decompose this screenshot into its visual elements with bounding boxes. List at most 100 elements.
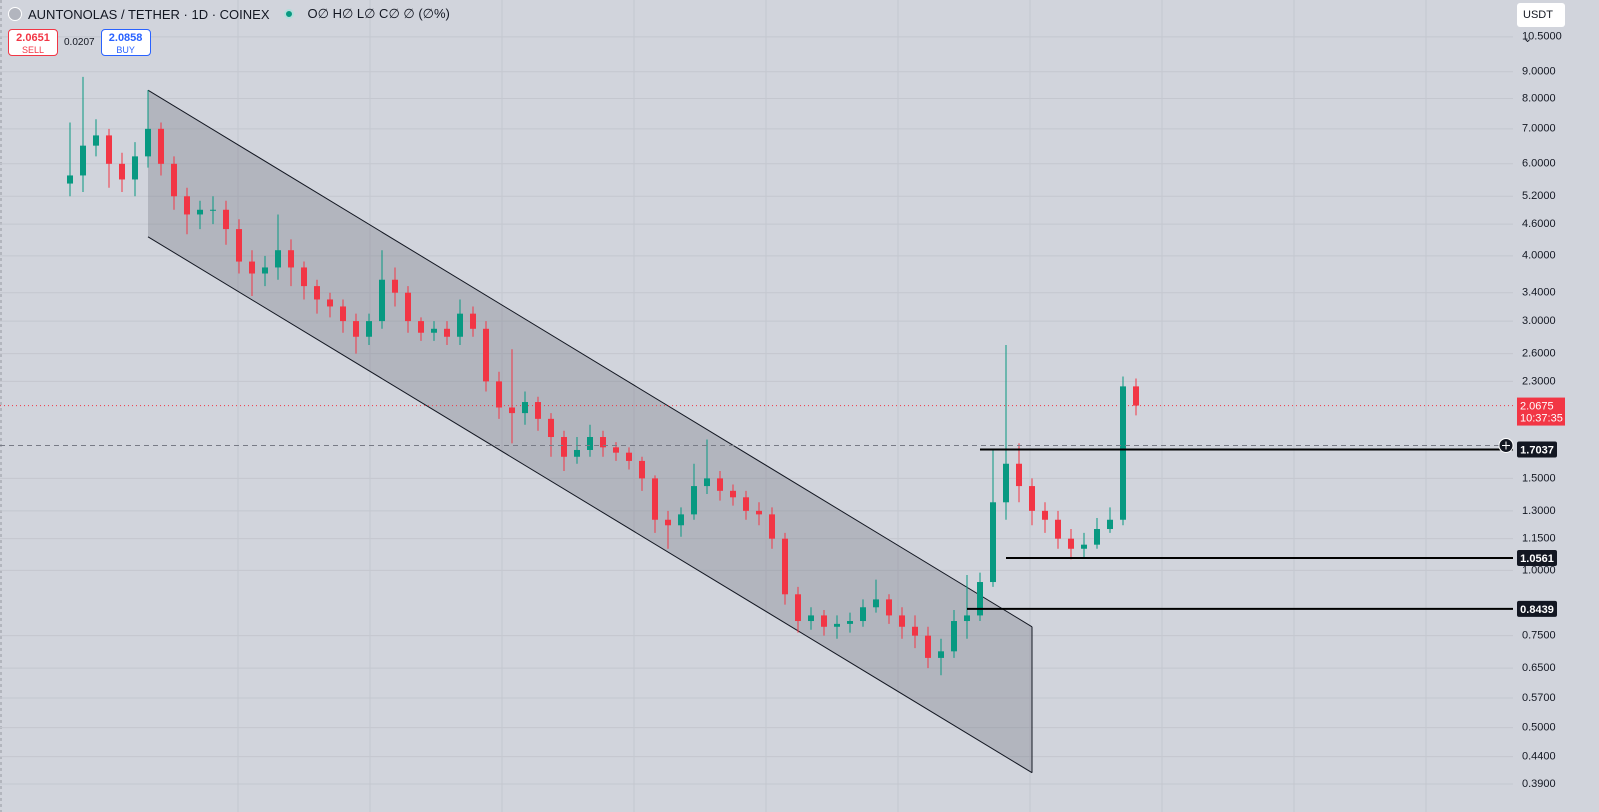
candle-body xyxy=(665,519,671,526)
candle-body xyxy=(197,209,203,215)
channel-lower xyxy=(147,236,1033,774)
price-label-box xyxy=(1517,441,1557,458)
currency-select[interactable]: USDT ⌄ xyxy=(1517,3,1565,45)
y-tick-label: 1.5000 xyxy=(1522,472,1556,484)
candle-body xyxy=(158,128,164,164)
y-tick-label: 4.0000 xyxy=(1522,250,1556,262)
candle-body xyxy=(262,267,268,274)
buy-label: BUY xyxy=(116,45,135,55)
countdown-label: 10:37:35 xyxy=(1520,412,1563,424)
header: AUNTONOLAS / TETHER · 1D · COINEX O∅ H∅ … xyxy=(8,6,450,22)
price-label: 1.0561 xyxy=(1520,553,1554,565)
y-tick-label: 1.1500 xyxy=(1522,533,1556,545)
symbol-icon xyxy=(8,7,22,21)
y-tick-label: 6.0000 xyxy=(1522,158,1556,170)
candle-body xyxy=(860,607,866,622)
candle-body xyxy=(886,599,892,616)
candle-body xyxy=(522,402,528,414)
channel-upper xyxy=(147,89,1033,628)
candle-body xyxy=(496,381,502,408)
y-tick-label: 5.2000 xyxy=(1522,190,1556,202)
candle-body xyxy=(1042,510,1048,520)
candle-body xyxy=(340,306,346,322)
candle-body xyxy=(483,328,489,382)
y-tick-label: 1.3000 xyxy=(1522,505,1556,517)
spread: 0.0207 xyxy=(64,37,95,48)
candle-body xyxy=(600,437,606,448)
y-tick-label: 0.6500 xyxy=(1522,662,1556,674)
price-label: 1.7037 xyxy=(1520,444,1554,456)
candle-body xyxy=(821,615,827,627)
buy-button[interactable]: 2.0858 BUY xyxy=(100,29,151,56)
candle-body xyxy=(912,626,918,636)
candle-body xyxy=(509,407,515,414)
candle-body xyxy=(613,447,619,453)
candle-body xyxy=(756,510,762,515)
candle-body xyxy=(314,286,320,300)
sell-price: 2.0651 xyxy=(16,32,50,44)
candle-body xyxy=(743,497,749,511)
y-tick-label: 2.3000 xyxy=(1522,375,1556,387)
candle-body xyxy=(548,418,554,438)
candle-body xyxy=(1003,463,1009,503)
candle-body xyxy=(938,651,944,658)
y-tick-label: 0.3900 xyxy=(1522,778,1556,790)
symbol-title[interactable]: AUNTONOLAS / TETHER · 1D · COINEX xyxy=(28,6,270,22)
last-price-label: 2.0675 xyxy=(1520,400,1554,412)
y-tick-label: 0.5700 xyxy=(1522,692,1556,704)
candle-body xyxy=(353,321,359,337)
candle-body xyxy=(145,128,151,157)
candle-body xyxy=(366,321,372,337)
candle-body xyxy=(899,615,905,627)
candle-body xyxy=(769,514,775,539)
y-tick-label: 2.6000 xyxy=(1522,347,1556,359)
y-tick-label: 3.4000 xyxy=(1522,287,1556,299)
candle-body xyxy=(392,279,398,293)
y-tick-label: 10.5000 xyxy=(1522,31,1562,43)
candle-body xyxy=(379,279,385,322)
sell-button[interactable]: 2.0651 SELL xyxy=(8,29,58,56)
candle-body xyxy=(418,321,424,333)
candle-body xyxy=(405,292,411,322)
candle-body xyxy=(249,261,255,274)
candle-body xyxy=(535,402,541,419)
y-tick-label: 1.0000 xyxy=(1522,564,1556,576)
candle-body xyxy=(782,538,788,595)
candle-body xyxy=(652,478,658,520)
y-tick-label: 7.0000 xyxy=(1522,123,1556,135)
candle-body xyxy=(301,267,307,287)
candle-body xyxy=(847,621,853,624)
candle-body xyxy=(327,299,333,307)
candle-body xyxy=(132,156,138,180)
candle-body xyxy=(470,313,476,329)
candle-body xyxy=(678,514,684,526)
candle-body xyxy=(1120,386,1126,520)
y-tick-label: 3.0000 xyxy=(1522,315,1556,327)
candle-body xyxy=(275,250,281,268)
candle-body xyxy=(795,594,801,622)
candle-body xyxy=(639,460,645,479)
candle-body xyxy=(223,209,229,230)
candle-body xyxy=(964,615,970,622)
candle-body xyxy=(119,163,125,180)
candle-body xyxy=(1029,486,1035,511)
candle-body xyxy=(67,175,73,184)
candle-body xyxy=(1133,386,1139,406)
candle-body xyxy=(834,623,840,627)
candle-body xyxy=(587,437,593,450)
candle-body xyxy=(574,449,580,457)
candle-body xyxy=(990,502,996,583)
price-label-box xyxy=(1517,600,1557,617)
price-label-box xyxy=(1517,550,1557,567)
market-status xyxy=(283,9,294,19)
buy-price: 2.0858 xyxy=(108,32,143,44)
candle-body xyxy=(106,135,112,164)
candle-body xyxy=(977,582,983,616)
candle-body xyxy=(80,145,86,176)
candle-body xyxy=(444,328,450,337)
candle-body xyxy=(873,599,879,608)
y-tick-label: 4.6000 xyxy=(1522,218,1556,230)
y-tick-label: 8.0000 xyxy=(1522,92,1556,104)
y-tick-label: 0.5000 xyxy=(1522,722,1556,734)
